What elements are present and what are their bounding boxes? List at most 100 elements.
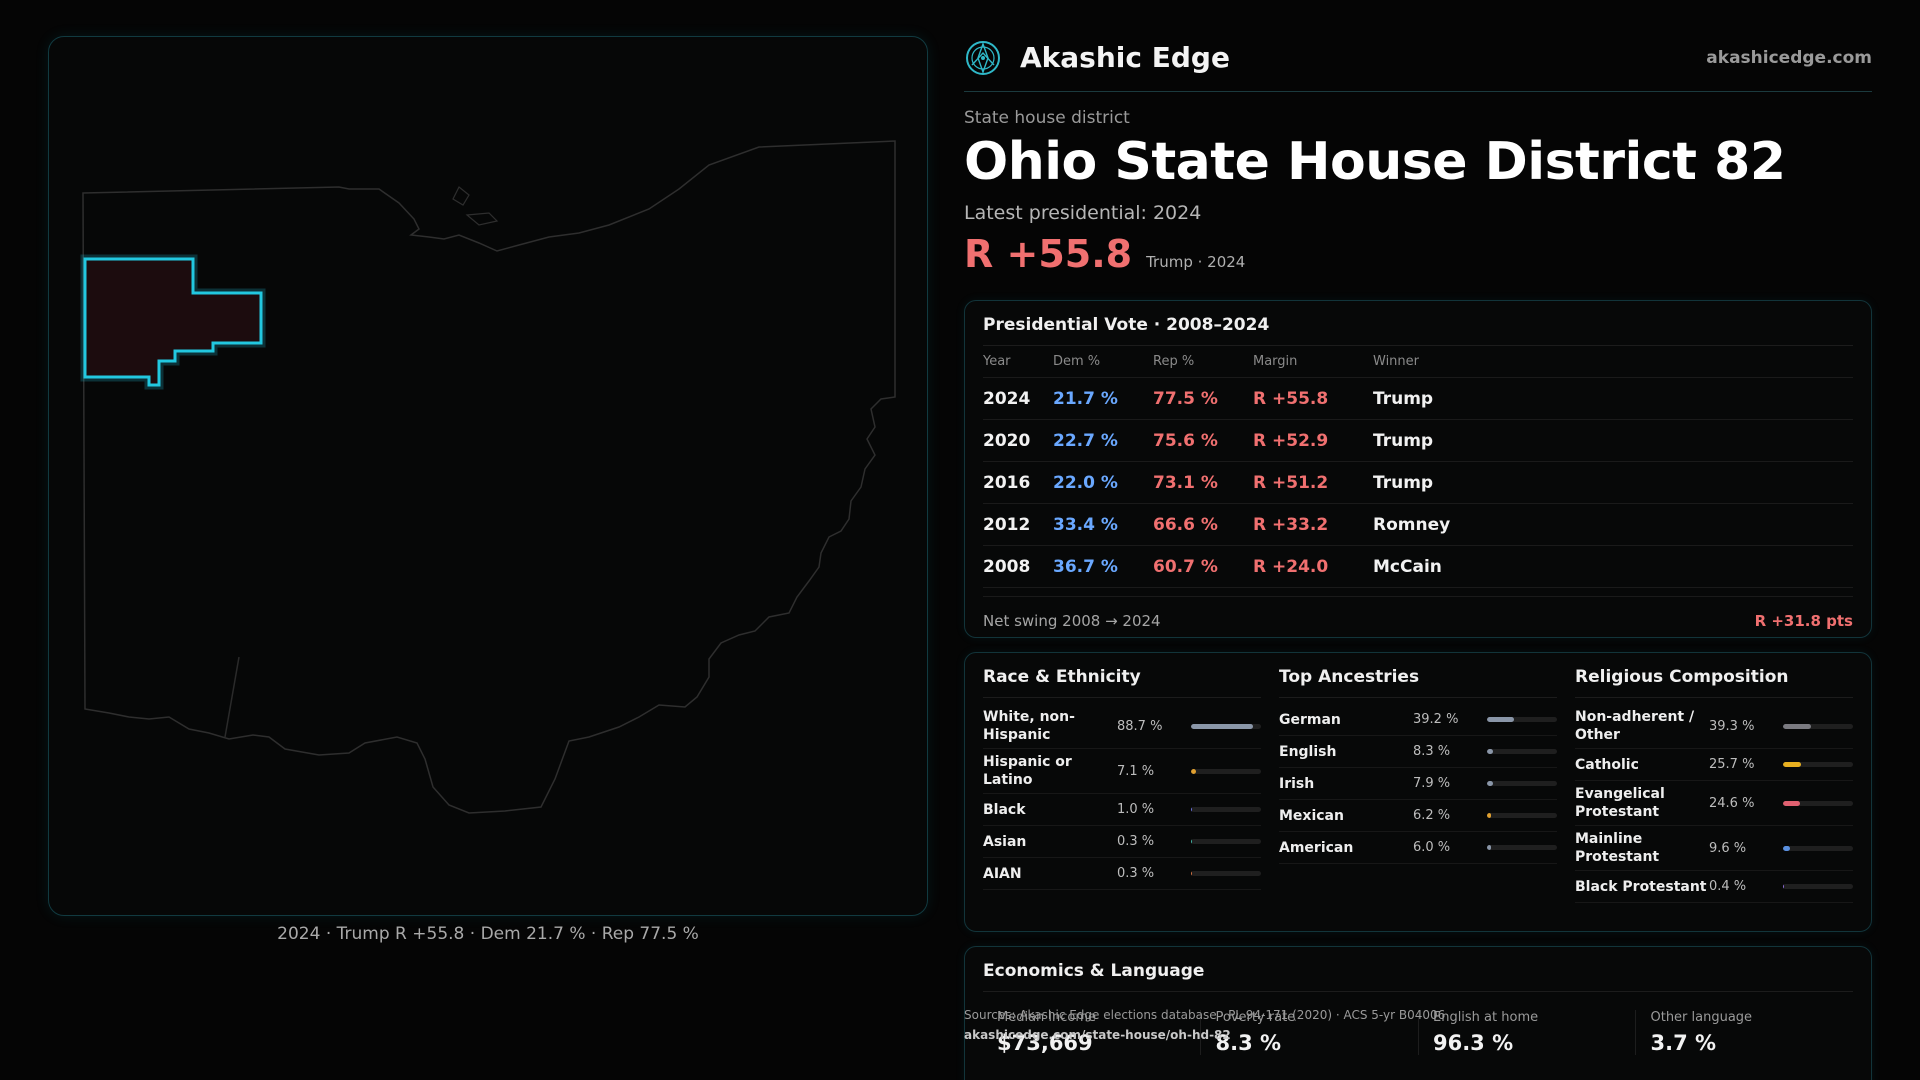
economics-stats: Median income $73,669 Poverty rate 8.3 %… [983, 1010, 1853, 1055]
source-url-link[interactable]: akashicedge.com/state-house/oh-hd-82 [964, 1028, 1231, 1042]
race-ethnicity-section: Race & Ethnicity White, non-Hispanic 88.7… [983, 667, 1261, 917]
bar-track [1783, 845, 1853, 851]
bar-track [1191, 768, 1261, 774]
state-map [80, 140, 896, 814]
item-label: English [1279, 743, 1337, 760]
list-item: Non-adherent / Other 39.3 % [1575, 704, 1853, 749]
item-value: 7.1 % [1117, 763, 1155, 779]
table-row: 2016 22.0 % 73.1 % R +51.2 Trump [983, 462, 1853, 504]
row-dem: 33.4 % [1053, 514, 1118, 535]
economics-card: Economics & Language Median income $73,6… [964, 946, 1872, 1080]
bar-track [1783, 884, 1853, 889]
bar-fill [1191, 768, 1196, 774]
margin-subtitle: Trump · 2024 [1146, 253, 1246, 271]
item-label: Hispanic or Latino [983, 754, 1072, 788]
district-kind: State house district [964, 108, 1130, 128]
item-value: 6.2 % [1413, 808, 1451, 823]
internal-boundary [224, 656, 240, 738]
lake-islands [452, 186, 499, 226]
ancestry-title: Top Ancestries [1279, 667, 1557, 698]
row-dem: 22.7 % [1053, 430, 1118, 451]
economics-title: Economics & Language [983, 961, 1853, 992]
bar-fill [1191, 723, 1254, 729]
religion-section: Religious Composition Non-adherent / Oth… [1575, 667, 1853, 917]
stat-value: 8.3 % [1215, 1031, 1282, 1055]
item-label: American [1279, 839, 1354, 856]
row-margin: R +52.9 [1253, 430, 1329, 451]
stat-value: 3.7 % [1650, 1031, 1717, 1055]
stat-other-language: Other language 3.7 % [1635, 1010, 1853, 1055]
bar-track [1191, 839, 1261, 844]
row-rep: 60.7 % [1153, 556, 1218, 577]
state-outline [82, 140, 896, 814]
vote-table-header: Year Dem % Rep % Margin Winner [983, 346, 1853, 378]
bar-fill [1487, 749, 1493, 754]
header-winner: Winner [1373, 354, 1420, 369]
source-citation: Sources: Akashic Edge elections database… [964, 1008, 1446, 1022]
item-value: 0.3 % [1117, 866, 1155, 881]
bar-fill [1783, 845, 1790, 851]
list-item: Mainline Protestant 9.6 % [1575, 826, 1853, 871]
item-label: Black [983, 801, 1026, 818]
bar-track [1487, 749, 1557, 754]
row-margin: R +24.0 [1253, 556, 1329, 577]
page-title: Ohio State House District 82 [964, 132, 1786, 192]
item-value: 1.0 % [1117, 802, 1155, 817]
list-item: Asian 0.3 % [983, 826, 1261, 858]
row-dem: 21.7 % [1053, 388, 1118, 409]
list-item: German 39.2 % [1279, 704, 1557, 736]
item-value: 24.6 % [1709, 795, 1755, 811]
row-margin: R +51.2 [1253, 472, 1329, 493]
item-value: 25.7 % [1709, 757, 1755, 772]
row-winner: McCain [1373, 556, 1442, 577]
stat-poverty-rate: Poverty rate 8.3 % [1200, 1010, 1418, 1055]
race-title: Race & Ethnicity [983, 667, 1261, 698]
list-item: Evangelical Protestant 24.6 % [1575, 781, 1853, 826]
margin-value: R +55.8 [964, 232, 1133, 276]
headline-margin: R +55.8 Trump · 2024 [964, 232, 1872, 276]
info-column: Akashic Edge akashicedge.com State house… [964, 36, 1872, 1080]
row-rep: 75.6 % [1153, 430, 1218, 451]
bar-track [1487, 781, 1557, 786]
bar-fill [1783, 723, 1811, 729]
bar-fill [1487, 845, 1492, 850]
item-label: Catholic [1575, 756, 1639, 773]
list-item: Mexican 6.2 % [1279, 800, 1557, 832]
brand-url-link[interactable]: akashicedge.com [1706, 47, 1872, 68]
item-label: German [1279, 711, 1341, 728]
item-label: AIAN [983, 865, 1022, 882]
bar-fill [1487, 717, 1515, 722]
latest-presidential-label: Latest presidential: 2024 [964, 202, 1202, 224]
source-footer: Sources: Akashic Edge elections database… [964, 1005, 1445, 1045]
bar-track [1783, 723, 1853, 729]
list-item: AIAN 0.3 % [983, 858, 1261, 890]
row-winner: Trump [1373, 430, 1434, 451]
list-item: Irish 7.9 % [1279, 768, 1557, 800]
map-caption: 2024 · Trump R +55.8 · Dem 21.7 % · Rep … [277, 924, 699, 944]
item-label: Evangelical Protestant [1575, 786, 1665, 820]
item-label: Asian [983, 833, 1027, 850]
bar-fill [1487, 781, 1493, 786]
item-label: Black Protestant [1575, 878, 1707, 895]
item-value: 9.6 % [1709, 840, 1747, 856]
bar-fill [1783, 762, 1801, 767]
ancestries-section: Top Ancestries German 39.2 % English 8.3 % I… [1279, 667, 1557, 917]
item-label: Non-adherent / Other [1575, 709, 1695, 743]
table-row: 2020 22.7 % 75.6 % R +52.9 Trump [983, 420, 1853, 462]
stat-english-at-home: English at home 96.3 % [1417, 1010, 1636, 1055]
row-year: 2024 [983, 388, 1031, 409]
district-shape[interactable] [83, 257, 263, 387]
stat-median-income: Median income $73,669 [983, 1010, 1200, 1055]
header-dem: Dem % [1053, 354, 1101, 369]
brand-lockup[interactable]: Akashic Edge [964, 39, 1230, 77]
table-row: 2008 36.7 % 60.7 % R +24.0 McCain [983, 546, 1853, 588]
row-margin: R +33.2 [1253, 514, 1329, 535]
stat-label: Poverty rate [1215, 1010, 1296, 1025]
compass-emblem-icon [966, 40, 1000, 75]
item-value: 8.3 % [1413, 744, 1451, 759]
list-item: English 8.3 % [1279, 736, 1557, 768]
row-rep: 73.1 % [1153, 472, 1218, 493]
bar-fill [1191, 807, 1193, 812]
bar-track [1487, 717, 1557, 722]
race-rows: White, non-Hispanic 88.7 % Hispanic or Lat… [983, 704, 1261, 890]
